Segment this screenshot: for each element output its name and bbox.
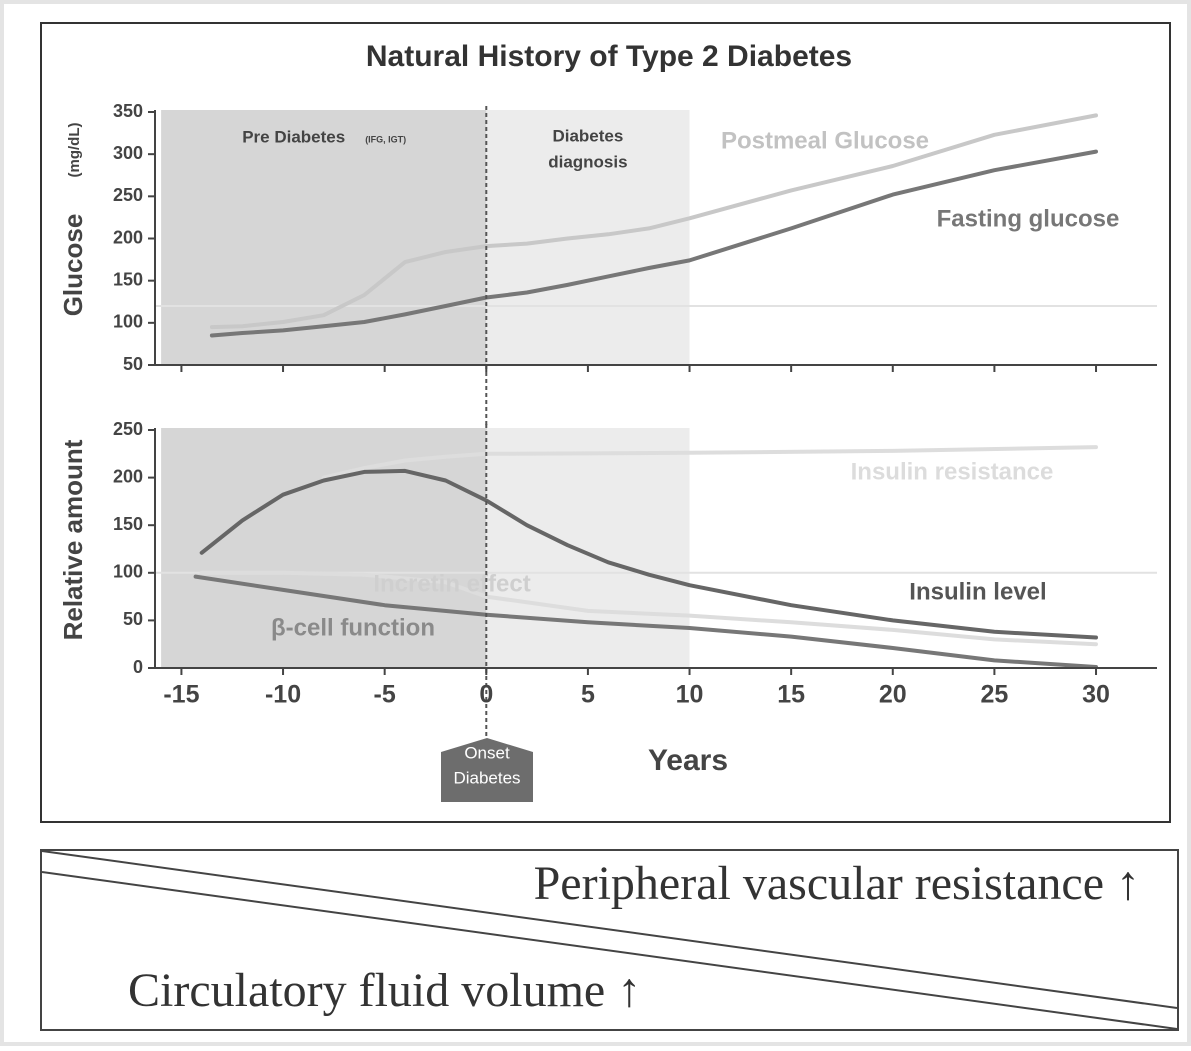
onset-label: Onset xyxy=(464,743,510,762)
x-tick-label: -5 xyxy=(374,681,396,709)
x-tick-label: -15 xyxy=(163,681,199,709)
y-tick-label: 250 xyxy=(113,419,143,439)
y-axis-label: Relative amount xyxy=(58,439,88,640)
diagonal xyxy=(41,850,1178,1009)
y-tick-label: 350 xyxy=(113,101,143,121)
onset-label: Diabetes xyxy=(453,768,520,787)
chart-title: Natural History of Type 2 Diabetes xyxy=(366,40,852,73)
series-line xyxy=(321,445,1098,480)
series-label: Fasting glucose xyxy=(937,205,1120,232)
y-tick-label: 300 xyxy=(113,143,143,163)
x-tick-label: 5 xyxy=(581,681,595,709)
bottom-panel xyxy=(40,849,1179,1031)
series-line xyxy=(209,149,1098,338)
onset-marker xyxy=(441,738,533,802)
upper-label: Peripheral vascular resistance ↑ xyxy=(534,857,1140,910)
region-label: Pre Diabetes xyxy=(242,127,345,146)
x-tick-label: 10 xyxy=(676,681,704,709)
region xyxy=(161,110,487,365)
series-label: Insulin level xyxy=(909,578,1046,605)
charts: Pre Diabetes (IFG, IGT) Diabetes diagnosis P… xyxy=(58,101,1157,777)
x-tick-label: 0 xyxy=(479,681,493,709)
y-tick-label: 50 xyxy=(123,354,143,374)
y-tick-label: 200 xyxy=(113,227,143,247)
x-tick-label: 20 xyxy=(879,681,907,709)
y-tick-label: 100 xyxy=(113,562,143,582)
series-line xyxy=(199,570,1098,647)
y-tick-label: 200 xyxy=(113,466,143,486)
region xyxy=(161,428,487,668)
region-label: Diabetes xyxy=(552,126,623,145)
y-tick-label: 100 xyxy=(113,312,143,332)
y-tick-label: 50 xyxy=(123,609,143,629)
y-tick-label: 150 xyxy=(113,269,143,289)
x-tick-label: -10 xyxy=(265,681,301,709)
series-line xyxy=(199,468,1098,640)
y-axis-unit: (mg/dL) xyxy=(66,123,83,178)
y-tick-label: 0 xyxy=(133,657,143,677)
x-axis-label: Years xyxy=(648,744,728,777)
series-label: Incretin effect xyxy=(373,570,530,597)
series-label: β-cell function xyxy=(271,614,435,641)
y-tick-label: 150 xyxy=(113,514,143,534)
y-axis-label: Glucose xyxy=(58,214,88,317)
x-tick-label: 30 xyxy=(1082,681,1110,709)
region xyxy=(486,428,690,668)
y-tick-label: 250 xyxy=(113,185,143,205)
series-label: Insulin resistance xyxy=(851,458,1054,485)
series-label: Postmeal Glucose xyxy=(721,127,929,154)
series-line xyxy=(193,574,1098,669)
region-sublabel: (IFG, IGT) xyxy=(365,134,406,144)
x-tick-label: 25 xyxy=(980,681,1008,709)
series-line xyxy=(209,113,1098,330)
lower-label: Circulatory fluid volume ↑ xyxy=(128,964,641,1017)
diagonal xyxy=(41,871,1178,1030)
x-tick-label: 15 xyxy=(777,681,805,709)
region-label: diagnosis xyxy=(548,152,627,171)
